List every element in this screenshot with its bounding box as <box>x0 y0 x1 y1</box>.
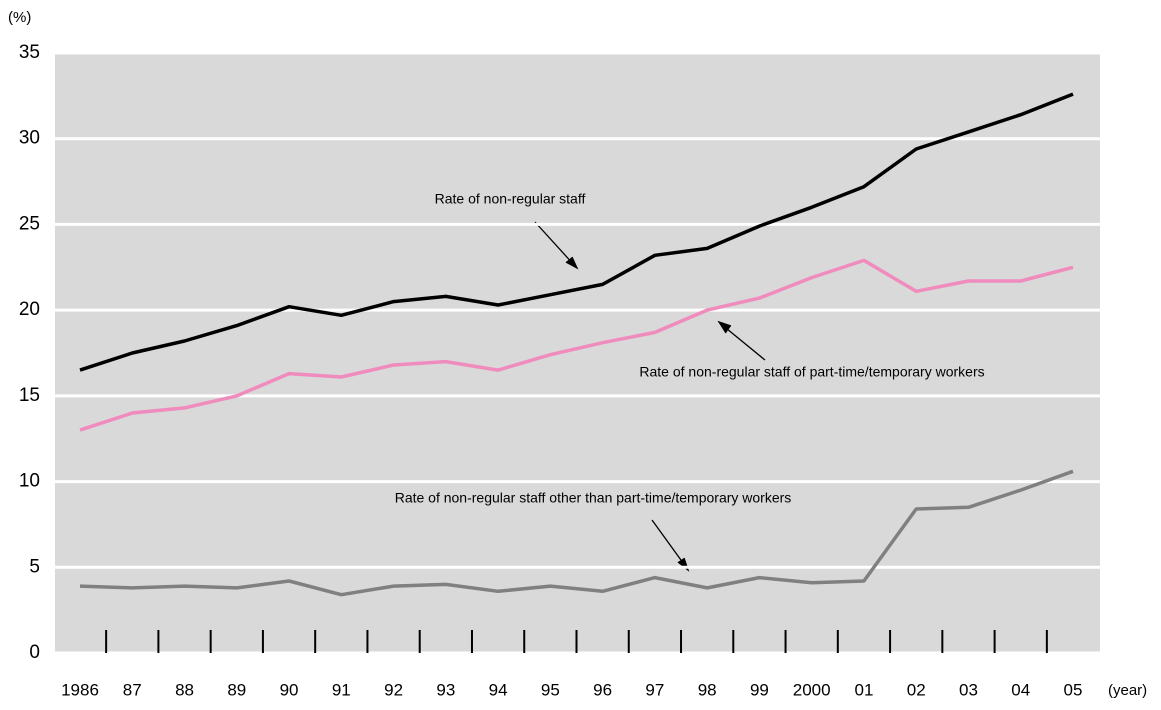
plot-background <box>55 53 1100 653</box>
x-tick-label: 88 <box>175 680 194 699</box>
x-tick-label: 94 <box>489 680 508 699</box>
x-tick-label: 99 <box>750 680 769 699</box>
y-tick-label: 20 <box>19 299 40 320</box>
x-tick-label: 91 <box>332 680 351 699</box>
series-line <box>79 92 1074 372</box>
y-tick-label: 35 <box>19 42 40 63</box>
y-tick-label: 25 <box>19 213 40 234</box>
x-tick-label: 2000 <box>793 680 831 699</box>
x-tick-label: 05 <box>1064 680 1083 699</box>
y-tick-label: 30 <box>19 128 40 149</box>
x-tick-label: 96 <box>593 680 612 699</box>
x-tick-label: 02 <box>907 680 926 699</box>
x-tick-label: 97 <box>645 680 664 699</box>
series-line <box>79 469 1074 597</box>
y-tick-label: 15 <box>19 385 40 406</box>
x-tick-label: 90 <box>280 680 299 699</box>
x-tick-label: 87 <box>123 680 142 699</box>
x-tick-label: 01 <box>854 680 873 699</box>
x-tick-label: 89 <box>227 680 246 699</box>
series-annotation: Rate of non-regular staff of part-time/t… <box>639 364 984 380</box>
y-tick-label: 10 <box>19 471 40 492</box>
x-tick-label: 93 <box>436 680 455 699</box>
y-tick-label: 5 <box>29 556 40 577</box>
series-annotation: Rate of non-regular staff <box>435 191 586 207</box>
x-tick-label: 1986 <box>61 680 99 699</box>
annotation-arrows <box>534 221 766 572</box>
x-tick-label: 04 <box>1011 680 1030 699</box>
y-tick-label: 0 <box>29 642 40 663</box>
x-tick-label: 92 <box>384 680 403 699</box>
x-axis-label: (year) <box>1108 682 1147 699</box>
y-axis-label: (%) <box>8 9 31 26</box>
series-annotation: Rate of non-regular staff other than par… <box>395 490 792 506</box>
x-tick-label: 95 <box>541 680 560 699</box>
series-line <box>79 258 1074 432</box>
x-tick-label: 03 <box>959 680 978 699</box>
x-tick-label: 98 <box>698 680 717 699</box>
